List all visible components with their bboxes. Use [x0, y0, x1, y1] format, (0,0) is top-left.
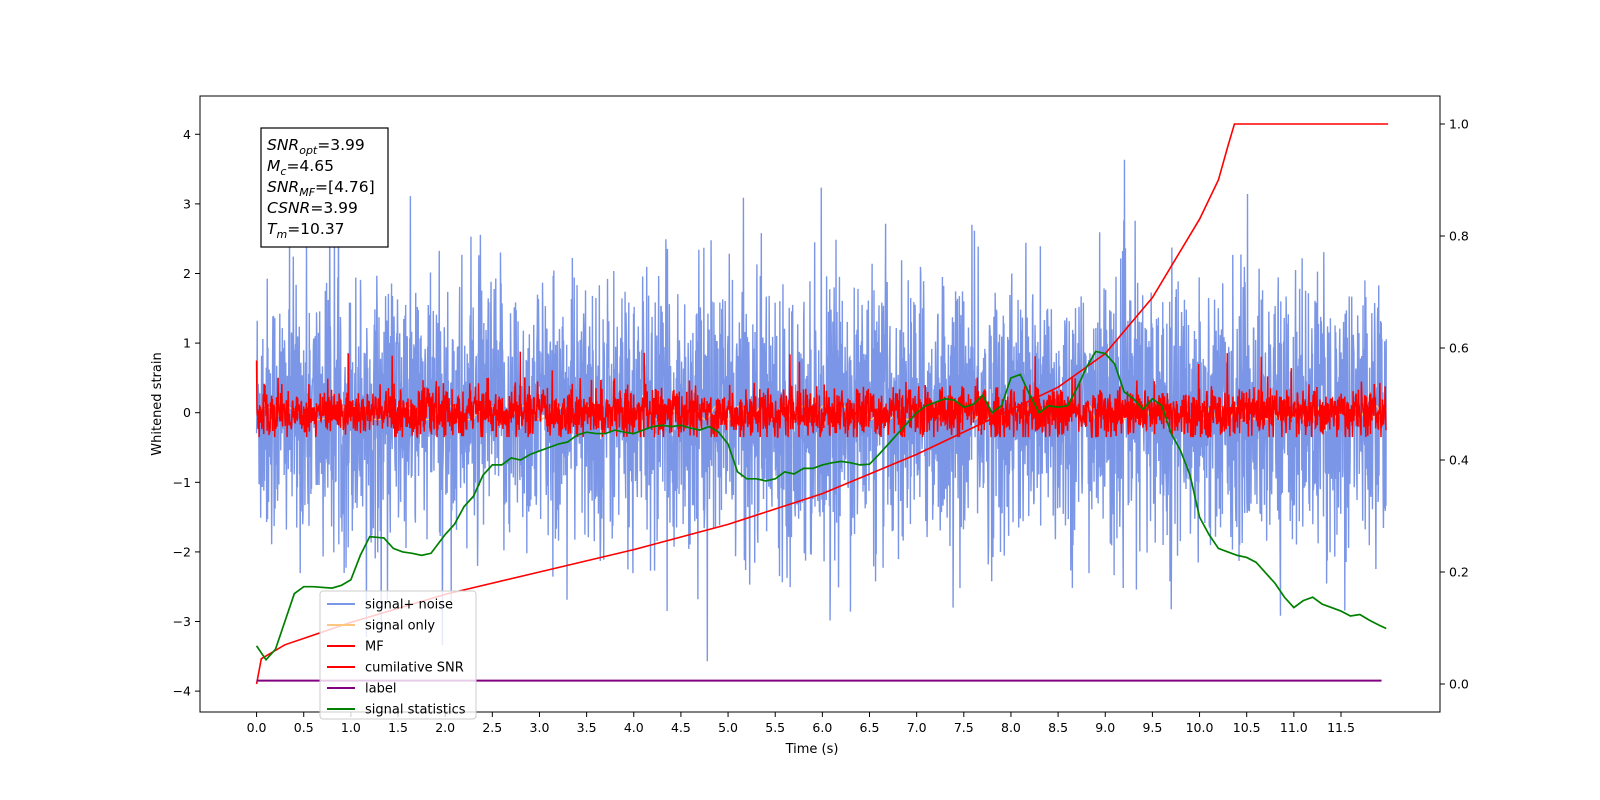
x-tick-label: 1.0	[341, 720, 361, 735]
annotation-subscript: m	[276, 228, 287, 241]
x-tick-label: 2.0	[435, 720, 455, 735]
x-tick-label: 7.5	[954, 720, 974, 735]
y2-tick-label: 0.6	[1449, 341, 1469, 356]
annotation-symbol: M	[267, 157, 280, 175]
x-axis: 0.0 0.5 1.0 1.5 2.0 2.5 3.0 3.5 4.0 4.5 5.0 5.5 6.0 6…	[247, 712, 1355, 735]
x-tick-label: 4.0	[624, 720, 644, 735]
x-tick-label: 2.5	[482, 720, 502, 735]
y2-tick-label: 1.0	[1449, 117, 1469, 132]
annotation-box: SNRopt=3.99 Mc=4.65 SNRMF=[4.76] CSNR=3.99 T…	[260, 127, 389, 248]
annotation-value: =10.37	[287, 220, 344, 238]
legend: signal+ noise signal only MF cumilative SNR…	[319, 590, 477, 720]
plot-frame	[199, 95, 1441, 713]
y2-tick-label: 0.4	[1449, 453, 1469, 468]
x-tick-label: 9.0	[1095, 720, 1115, 735]
y-tick-label: −2	[173, 544, 191, 559]
annotation-subscript: opt	[299, 144, 318, 157]
x-tick-label: 6.5	[860, 720, 880, 735]
annotation-subscript: MF	[299, 186, 315, 199]
legend-label: label	[365, 682, 396, 697]
x-tick-label: 7.0	[907, 720, 927, 735]
x-tick-label: 9.5	[1142, 720, 1162, 735]
series-mf	[255, 351, 1387, 439]
x-tick-label: 11.0	[1280, 720, 1308, 735]
x-axis-label: Time (s)	[785, 742, 839, 757]
annotation-symbol: SNR	[267, 178, 299, 196]
x-tick-label: 0.5	[294, 720, 314, 735]
legend-label: signal statistics	[365, 703, 466, 718]
annotation-symbol: T	[267, 220, 278, 238]
y-tick-label: 0	[183, 405, 191, 420]
legend-label: cumilative SNR	[365, 661, 464, 676]
x-tick-label: 5.0	[718, 720, 738, 735]
x-tick-label: 3.5	[577, 720, 597, 735]
x-tick-label: 10.5	[1233, 720, 1261, 735]
annotation-value: =4.65	[286, 157, 334, 175]
y-tick-label: −1	[173, 475, 191, 490]
y-tick-label: −4	[173, 684, 191, 699]
y-tick-label: 3	[183, 196, 191, 211]
x-tick-label: 3.0	[530, 720, 550, 735]
annotation-value: =3.99	[310, 199, 358, 217]
y-tick-label: 2	[183, 266, 191, 281]
y-axis-right: 0.0 0.2 0.4 0.6 0.8 1.0	[1440, 117, 1469, 692]
series-signal-statistics	[255, 350, 1387, 662]
annotation-subscript: c	[280, 165, 286, 178]
y2-tick-label: 0.0	[1449, 677, 1469, 692]
legend-label: signal only	[365, 619, 435, 634]
y2-tick-label: 0.2	[1449, 565, 1469, 580]
y-tick-label: −3	[173, 614, 191, 629]
annotation-value: =[4.76]	[315, 178, 375, 196]
y-tick-label: 4	[183, 127, 191, 142]
x-tick-label: 6.0	[812, 720, 832, 735]
y2-tick-label: 0.8	[1449, 229, 1469, 244]
annotation-symbol: SNR	[267, 136, 299, 154]
legend-label: signal+ noise	[365, 598, 453, 613]
x-tick-label: 10.0	[1186, 720, 1214, 735]
annotation-symbol: CSNR	[267, 199, 310, 217]
x-tick-label: 0.0	[247, 720, 267, 735]
y-axis-label: Whitened strain	[150, 352, 165, 455]
x-tick-label: 11.5	[1327, 720, 1355, 735]
x-tick-label: 8.5	[1048, 720, 1068, 735]
x-tick-label: 1.5	[388, 720, 408, 735]
annotation-value: =3.99	[317, 136, 365, 154]
legend-label: MF	[365, 640, 384, 655]
y-tick-label: 1	[183, 336, 191, 351]
x-tick-label: 5.5	[765, 720, 785, 735]
y-axis-left: −4 −3 −2 −1 0 1 2 3 4	[173, 127, 200, 699]
x-tick-label: 8.0	[1001, 720, 1021, 735]
x-tick-label: 4.5	[671, 720, 691, 735]
